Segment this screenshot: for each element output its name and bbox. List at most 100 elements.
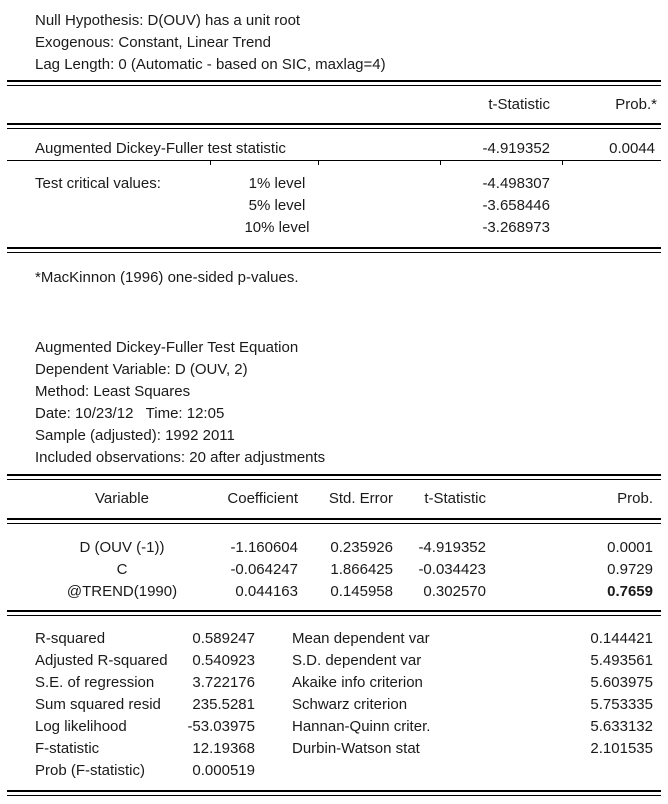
mackinnon-footnote: *MacKinnon (1996) one-sided p-values. xyxy=(35,269,299,286)
test-equation-block: Augmented Dickey-Fuller Test Equation De… xyxy=(7,337,661,469)
table-row: S.E. of regression 3.722176 Akaike info … xyxy=(7,672,661,694)
coefficient-table: D (OUV (-1)) -1.160604 0.235926 -4.91935… xyxy=(7,537,661,603)
empty-cell xyxy=(550,195,661,217)
empty-cell xyxy=(7,217,207,239)
adf-table-header: t-Statistic Prob.* xyxy=(7,94,661,116)
stat-label: F-statistic xyxy=(35,740,100,757)
stat-label: S.E. of regression xyxy=(35,674,155,691)
critical-values-label: Test critical values: xyxy=(35,175,161,192)
stat-label: Durbin-Watson stat xyxy=(292,740,420,757)
column-tick xyxy=(210,161,211,165)
prob-cell: 0.0001 xyxy=(607,539,653,556)
stat-value: 3.722176 xyxy=(192,674,255,691)
empty-cell xyxy=(550,217,661,239)
adf-t-statistic-value: -4.919352 xyxy=(482,140,551,157)
t-statistic-column-header: t-Statistic xyxy=(424,490,486,507)
included-observations-line: Included observations: 20 after adjustme… xyxy=(35,449,326,466)
table-row: Variable Coefficient Std. Error t-Statis… xyxy=(7,488,661,510)
stat-label: Adjusted R-squared xyxy=(35,652,167,669)
exogenous-line: Exogenous: Constant, Linear Trend xyxy=(35,34,271,51)
stat-value: -53.03975 xyxy=(187,718,255,735)
table-row: Sum squared resid 235.5281 Schwarz crite… xyxy=(7,694,661,716)
single-rule xyxy=(7,160,661,166)
table-row: 5% level -3.658446 xyxy=(7,195,661,217)
stat-value: 5.603975 xyxy=(590,674,653,691)
empty-cell xyxy=(7,94,207,116)
prob-cell: 0.7659 xyxy=(607,583,653,600)
std-error-column-header: Std. Error xyxy=(328,490,393,507)
stat-value: 5.493561 xyxy=(590,652,653,669)
critical-values-table: Test critical values: 1% level -4.498307… xyxy=(7,173,661,239)
adf-statistic-table: Augmented Dickey-Fuller test statistic -… xyxy=(7,138,661,160)
variable-cell: D (OUV (-1)) xyxy=(79,539,165,556)
table-row: C -0.064247 1.866425 -0.034423 0.9729 xyxy=(7,559,661,581)
table-row: F-statistic 12.19368 Durbin-Watson stat … xyxy=(7,738,661,760)
coefficient-table-header: Variable Coefficient Std. Error t-Statis… xyxy=(7,488,661,510)
prob-column-header: Prob. xyxy=(617,490,653,507)
table-row: Prob (F-statistic) 0.000519 xyxy=(7,760,661,782)
coefficient-cell: -0.064247 xyxy=(230,561,298,578)
std-error-cell: 1.866425 xyxy=(330,561,393,578)
variable-column-header: Variable xyxy=(95,490,149,507)
column-tick xyxy=(318,161,319,165)
coefficient-cell: -1.160604 xyxy=(230,539,298,556)
date-time-line: Date: 10/23/12 Time: 12:05 xyxy=(35,405,225,422)
table-row: Augmented Dickey-Fuller test statistic -… xyxy=(7,138,661,160)
test-header-block: Null Hypothesis: D(OUV) has a unit root … xyxy=(7,10,661,76)
table-row: 10% level -3.268973 xyxy=(7,217,661,239)
table-row: t-Statistic Prob.* xyxy=(7,94,661,116)
lag-length-line: Lag Length: 0 (Automatic - based on SIC,… xyxy=(35,56,386,73)
stat-label: Sum squared resid xyxy=(35,696,161,713)
double-rule xyxy=(7,610,661,616)
dependent-variable-line: Dependent Variable: D (OUV, 2) xyxy=(35,361,248,378)
summary-stats-table: R-squared 0.589247 Mean dependent var 0.… xyxy=(7,628,661,782)
equation-title-line: Augmented Dickey-Fuller Test Equation xyxy=(35,339,299,356)
double-rule xyxy=(7,123,661,129)
prob-column-header: Prob.* xyxy=(615,96,657,113)
table-row: Adjusted R-squared 0.540923 S.D. depende… xyxy=(7,650,661,672)
coefficient-cell: 0.044163 xyxy=(235,583,298,600)
null-hypothesis-line: Null Hypothesis: D(OUV) has a unit root xyxy=(35,12,301,29)
stat-value: 0.000519 xyxy=(192,762,255,779)
column-tick xyxy=(562,161,563,165)
stat-label: Mean dependent var xyxy=(292,630,430,647)
double-rule xyxy=(7,80,661,86)
footnote-block: *MacKinnon (1996) one-sided p-values. xyxy=(7,267,661,289)
level-label: 5% level xyxy=(248,197,306,214)
stat-value: 12.19368 xyxy=(192,740,255,757)
stat-label: Akaike info criterion xyxy=(292,674,423,691)
table-row: D (OUV (-1)) -1.160604 0.235926 -4.91935… xyxy=(7,537,661,559)
stat-label: Schwarz criterion xyxy=(292,696,408,713)
stat-value: 5.753335 xyxy=(590,696,653,713)
level-label: 1% level xyxy=(248,175,306,192)
table-row: R-squared 0.589247 Mean dependent var 0.… xyxy=(7,628,661,650)
stat-value: 5.633132 xyxy=(590,718,653,735)
t-statistic-cell: 0.302570 xyxy=(423,583,486,600)
stat-label: Prob (F-statistic) xyxy=(35,762,146,779)
stat-value: 0.540923 xyxy=(192,652,255,669)
stat-label: Hannan-Quinn criter. xyxy=(292,718,431,735)
method-line: Method: Least Squares xyxy=(35,383,191,400)
stat-value: 0.589247 xyxy=(192,630,255,647)
stat-label xyxy=(259,760,457,782)
critical-value: -4.498307 xyxy=(482,175,550,192)
empty-cell xyxy=(207,94,347,116)
empty-cell xyxy=(550,173,661,195)
adf-prob-value: 0.0044 xyxy=(609,140,656,157)
std-error-cell: 0.145958 xyxy=(330,583,393,600)
critical-value: -3.658446 xyxy=(482,197,550,214)
t-statistic-cell: -0.034423 xyxy=(418,561,486,578)
stat-value: 235.5281 xyxy=(192,696,255,713)
double-rule xyxy=(7,247,661,253)
stat-value xyxy=(457,760,661,782)
double-rule xyxy=(7,474,661,480)
adf-statistic-label: Augmented Dickey-Fuller test statistic xyxy=(35,140,286,157)
stat-value: 2.101535 xyxy=(590,740,653,757)
stat-label: Log likelihood xyxy=(35,718,127,735)
variable-cell: @TREND(1990) xyxy=(66,583,178,600)
level-label: 10% level xyxy=(244,219,310,236)
table-row: Test critical values: 1% level -4.498307 xyxy=(7,173,661,195)
critical-value: -3.268973 xyxy=(482,219,550,236)
sample-line: Sample (adjusted): 1992 2011 xyxy=(35,427,235,444)
